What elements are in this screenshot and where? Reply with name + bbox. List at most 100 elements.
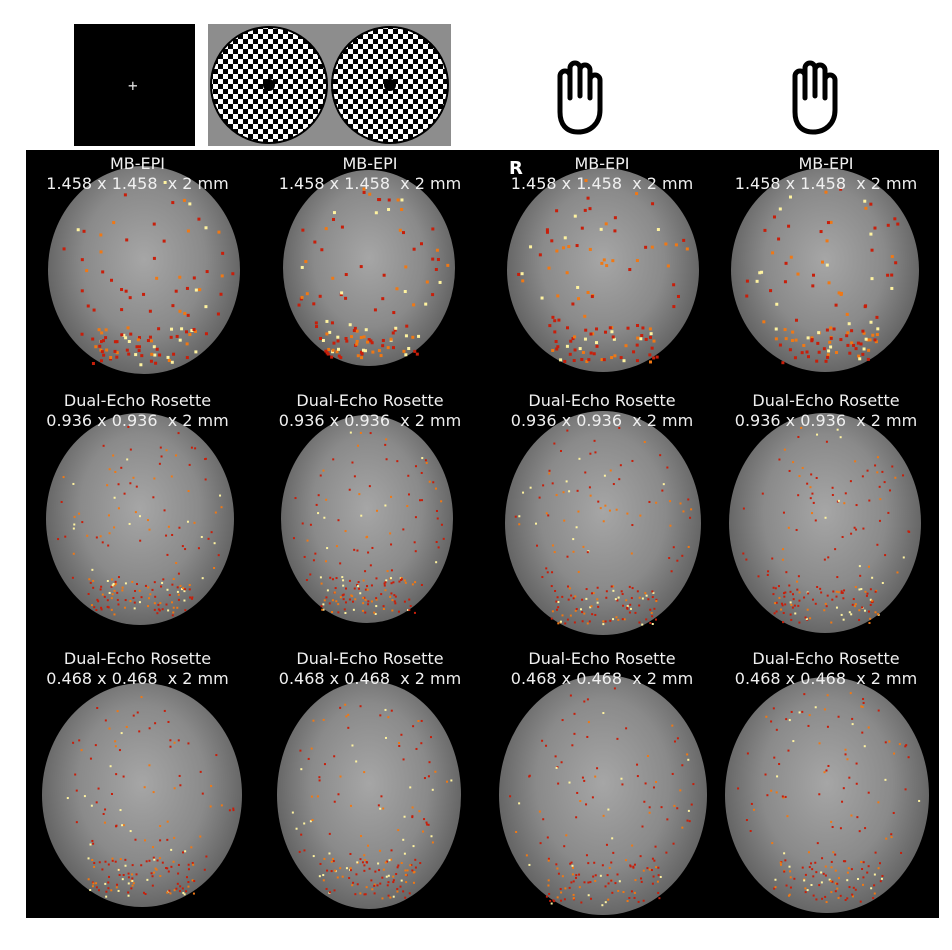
activation-voxel [313,240,317,244]
activation-voxel [87,857,90,860]
sequence-caption: Dual-Echo Rosette [752,649,900,668]
activation-voxel [364,328,368,332]
activation-voxel [902,474,905,477]
activation-voxel [423,818,426,821]
activation-voxel [606,874,609,877]
activation-voxel [626,512,629,515]
activation-voxel [360,514,363,517]
activation-voxel [371,546,374,549]
activation-voxel [117,576,120,579]
activation-voxel [553,330,557,334]
activation-voxel [793,604,796,607]
activation-voxel [622,604,625,607]
activation-voxel [792,593,795,596]
activation-voxel [610,861,613,864]
activation-voxel [861,868,864,871]
activation-voxel [362,602,365,605]
activation-voxel [131,864,134,867]
activation-voxel [687,758,690,761]
activation-voxel [139,363,143,367]
activation-voxel [820,260,824,264]
activation-voxel [796,580,799,583]
activation-voxel [893,752,896,755]
activation-voxel [359,858,362,861]
activation-voxel [330,355,334,359]
activation-voxel [344,530,347,533]
activation-voxel [108,468,111,471]
activation-voxel [758,271,762,275]
activation-voxel [158,857,161,860]
activation-voxel [782,796,785,799]
activation-voxel [613,216,617,220]
activation-voxel [406,505,409,508]
activation-voxel [127,340,131,344]
activation-voxel [776,775,779,778]
activation-voxel [575,816,578,819]
activation-voxel [140,596,143,599]
activation-voxel [551,544,554,547]
activation-voxel [746,752,749,755]
activation-voxel [783,870,786,873]
activation-voxel [790,603,793,606]
activation-voxel [629,603,632,606]
activation-voxel [641,825,644,828]
activation-voxel [172,860,175,863]
activation-voxel [133,607,136,610]
activation-voxel [373,883,376,886]
activation-voxel [666,466,669,469]
activation-voxel [774,878,777,881]
activation-voxel [871,576,874,579]
activation-voxel [611,259,615,263]
activation-voxel [655,598,658,601]
activation-voxel [111,584,114,587]
activation-voxel [879,862,882,865]
activation-voxel [86,304,90,308]
activation-voxel [587,721,590,724]
activation-voxel [568,886,571,889]
activation-voxel [90,604,93,607]
activation-voxel [412,871,415,874]
activation-voxel [91,568,94,571]
activation-voxel [392,581,395,584]
activation-voxel [792,598,795,601]
activation-voxel [873,226,877,230]
activation-voxel [548,472,551,475]
activation-voxel [97,600,100,603]
activation-voxel [643,800,646,803]
activation-voxel [636,775,639,778]
activation-voxel [345,867,348,870]
activation-voxel [150,352,154,356]
activation-voxel [92,579,95,582]
activation-voxel [686,753,689,756]
activation-voxel [612,585,615,588]
activation-voxel [805,350,809,354]
activation-voxel [437,546,440,549]
activation-voxel [126,458,129,461]
activation-voxel [572,897,575,900]
activation-voxel [75,789,78,792]
activation-voxel [383,582,386,585]
activation-voxel [318,294,322,298]
activation-voxel [581,598,584,601]
activation-voxel [125,725,128,728]
activation-voxel [420,719,423,722]
activation-voxel [159,602,162,605]
activation-overlay [66,696,235,898]
activation-voxel [867,865,870,868]
activation-voxel [379,807,382,810]
activation-voxel [797,575,800,578]
activation-voxel [586,698,589,701]
activation-voxel [409,786,412,789]
activation-voxel [91,885,94,888]
activation-voxel [788,893,791,896]
activation-voxel [561,595,564,598]
activation-voxel [341,576,344,579]
activation-voxel [330,870,333,873]
activation-voxel [153,353,157,357]
activation-voxel [408,493,411,496]
activation-voxel [792,461,795,464]
activation-voxel [376,509,379,512]
activation-voxel [847,867,850,870]
activation-voxel [411,335,415,339]
activation-voxel [359,705,362,708]
